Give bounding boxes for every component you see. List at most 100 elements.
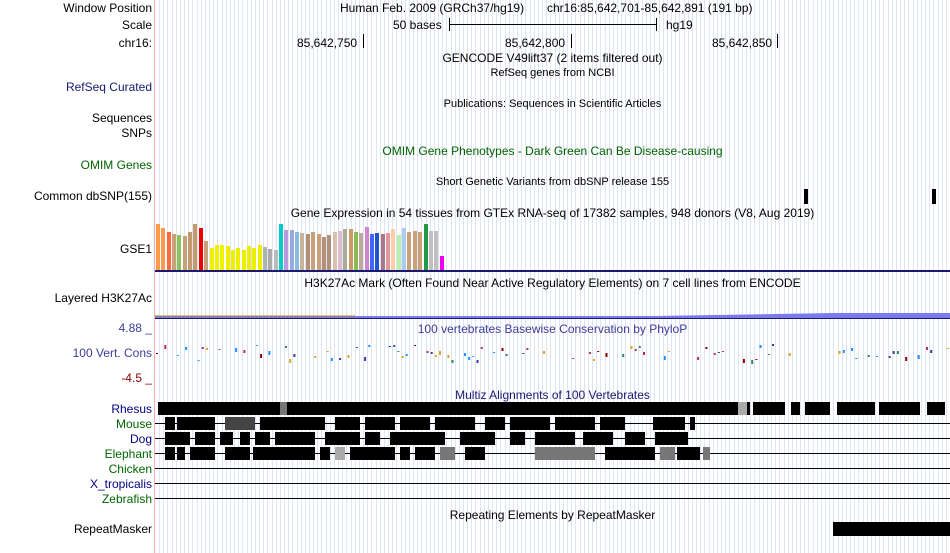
label-common-dbsnp[interactable]: Common dbSNP(155) xyxy=(33,189,152,203)
gtex-track-title[interactable]: Gene Expression in 54 tissues from GTEx … xyxy=(290,206,815,220)
gtex-tissue-bar[interactable] xyxy=(166,232,171,270)
alignment-block[interactable] xyxy=(225,447,250,460)
h3k27ac-signal[interactable] xyxy=(155,0,950,553)
label-sequences[interactable]: Sequences xyxy=(91,111,152,125)
gtex-tissue-bar[interactable] xyxy=(172,234,176,270)
alignment-block[interactable] xyxy=(690,417,695,430)
alignment-block[interactable] xyxy=(320,447,330,460)
alignment-block[interactable] xyxy=(287,402,700,415)
label-chicken[interactable]: Chicken xyxy=(108,462,152,476)
alignment-block[interactable] xyxy=(460,432,495,445)
track-image-area[interactable]: Human Feb. 2009 (GRCh37/hg19) chr16:85,6… xyxy=(155,0,950,553)
phylop-signal[interactable] xyxy=(155,0,950,553)
alignment-block[interactable] xyxy=(158,402,280,415)
alignment-block[interactable] xyxy=(583,432,613,445)
alignment-block[interactable] xyxy=(335,417,360,430)
label-rhesus[interactable]: Rhesus xyxy=(111,402,152,416)
alignment-block[interactable] xyxy=(747,402,750,415)
alignment-block[interactable] xyxy=(275,432,315,445)
alignment-block[interactable] xyxy=(240,432,250,445)
alignment-block[interactable] xyxy=(350,447,395,460)
gtex-tissue-bar[interactable] xyxy=(236,248,241,270)
gtex-tissue-bar[interactable] xyxy=(332,232,337,270)
gtex-tissue-bar[interactable] xyxy=(225,246,230,270)
gtex-tissue-bar[interactable] xyxy=(241,250,246,270)
gtex-tissue-bar[interactable] xyxy=(300,233,305,270)
phylop-track-title[interactable]: 100 vertebrates Basewise Conservation by… xyxy=(417,322,688,336)
alignment-block[interactable] xyxy=(791,402,800,415)
label-snps[interactable]: SNPs xyxy=(121,126,152,140)
gtex-tissue-bar[interactable] xyxy=(220,245,225,270)
alignment-block[interactable] xyxy=(600,417,625,430)
gtex-tissue-bar[interactable] xyxy=(263,247,267,270)
alignment-block[interactable] xyxy=(535,432,575,445)
alignment-block[interactable] xyxy=(753,402,785,415)
gtex-tissue-bar[interactable] xyxy=(295,232,300,270)
alignment-block[interactable] xyxy=(177,447,185,460)
label-mouse[interactable]: Mouse xyxy=(115,417,152,431)
alignment-block[interactable] xyxy=(738,402,747,415)
gtex-tissue-bar[interactable] xyxy=(156,224,160,270)
alignment-block[interactable] xyxy=(660,447,675,460)
gtex-tissue-bar[interactable] xyxy=(198,228,203,270)
alignment-block[interactable] xyxy=(365,432,380,445)
repeat-element[interactable] xyxy=(833,522,950,536)
gtex-tissue-bar[interactable] xyxy=(418,232,423,270)
gtex-tissue-bar[interactable] xyxy=(321,237,326,270)
alignment-block[interactable] xyxy=(190,447,215,460)
gtex-tissue-bar[interactable] xyxy=(396,235,401,270)
gtex-tissue-bar[interactable] xyxy=(380,234,385,270)
multiz-alignments[interactable] xyxy=(155,0,950,553)
alignment-block[interactable] xyxy=(225,417,255,430)
alignment-block[interactable] xyxy=(440,447,455,460)
gtex-tissue-bar[interactable] xyxy=(209,248,214,270)
gtex-tissue-bar[interactable] xyxy=(188,232,193,270)
label-layered-h3k27ac[interactable]: Layered H3K27Ac xyxy=(54,291,152,305)
label-refseq-curated[interactable]: RefSeq Curated xyxy=(65,80,152,94)
alignment-block[interactable] xyxy=(715,402,738,415)
alignment-block[interactable] xyxy=(165,447,175,460)
label-omim-genes[interactable]: OMIM Genes xyxy=(80,158,152,172)
gtex-tissue-bar[interactable] xyxy=(402,228,407,270)
alignment-block[interactable] xyxy=(325,432,360,445)
gtex-tissue-bar[interactable] xyxy=(305,234,310,270)
alignment-block[interactable] xyxy=(435,417,475,430)
gtex-tissue-bar[interactable] xyxy=(214,245,219,270)
alignment-block[interactable] xyxy=(510,432,525,445)
gtex-tissue-bar[interactable] xyxy=(375,233,380,270)
gtex-tissue-bar[interactable] xyxy=(161,228,166,270)
alignment-block[interactable] xyxy=(510,417,550,430)
label-x-tropicalis[interactable]: X_tropicalis xyxy=(89,477,152,491)
snp-feature[interactable] xyxy=(932,189,936,204)
alignment-block[interactable] xyxy=(220,432,233,445)
gtex-tissue-bar[interactable] xyxy=(423,224,428,270)
alignment-block[interactable] xyxy=(255,432,270,445)
gtex-tissue-bar[interactable] xyxy=(434,231,439,270)
alignment-block[interactable] xyxy=(485,417,505,430)
alignment-block[interactable] xyxy=(677,447,700,460)
gtex-tissue-bar[interactable] xyxy=(348,229,353,270)
gtex-tissue-bar[interactable] xyxy=(204,241,209,270)
gtex-tissue-bar[interactable] xyxy=(412,231,417,270)
alignment-block[interactable] xyxy=(465,447,485,460)
alignment-block[interactable] xyxy=(365,417,395,430)
publications-track-title[interactable]: Publications: Sequences in Scientific Ar… xyxy=(443,98,662,110)
alignment-block[interactable] xyxy=(655,432,688,445)
dbsnp-track-title[interactable]: Short Genetic Variants from dbSNP releas… xyxy=(435,176,670,188)
gtex-tissue-bar[interactable] xyxy=(343,229,348,270)
alignment-block[interactable] xyxy=(195,432,215,445)
h3k27ac-track-title[interactable]: H3K27Ac Mark (Often Found Near Active Re… xyxy=(304,276,801,290)
label-dog[interactable]: Dog xyxy=(129,432,152,446)
gtex-tissue-bar[interactable] xyxy=(268,249,273,270)
alignment-block[interactable] xyxy=(400,447,410,460)
gtex-tissue-bar[interactable] xyxy=(391,229,396,270)
alignment-block[interactable] xyxy=(653,417,685,430)
repeatmasker-track-title[interactable]: Repeating Elements by RepeatMasker xyxy=(449,508,656,522)
gtex-tissue-bar[interactable] xyxy=(273,250,278,270)
gtex-tissue-bar[interactable] xyxy=(257,245,262,270)
alignment-block[interactable] xyxy=(260,417,325,430)
alignment-block[interactable] xyxy=(400,417,430,430)
gtex-tissue-bar[interactable] xyxy=(252,248,257,270)
alignment-block[interactable] xyxy=(605,447,655,460)
gencode-track-title[interactable]: GENCODE V49lift37 (2 items filtered out) xyxy=(442,51,663,65)
